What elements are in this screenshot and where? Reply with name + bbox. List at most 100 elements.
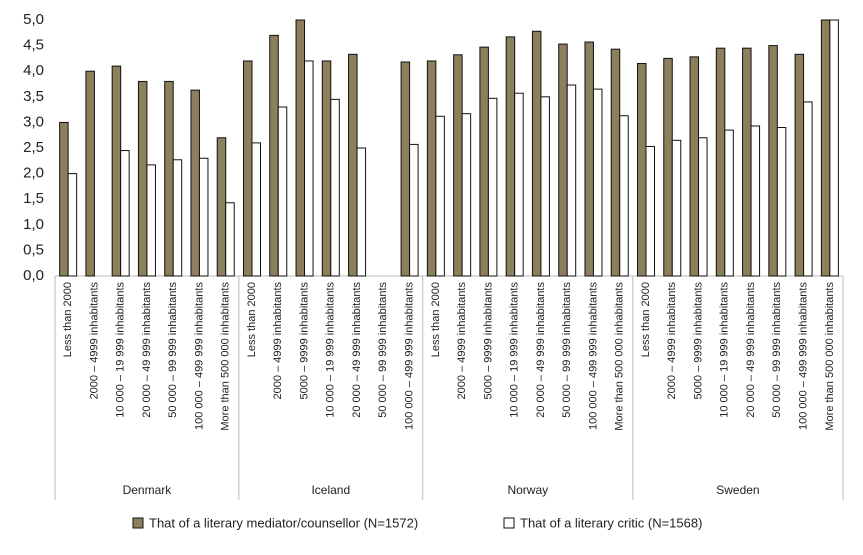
bar [724, 129, 734, 277]
bar [479, 46, 489, 277]
bar [453, 54, 463, 277]
legend-swatch [132, 517, 144, 529]
y-tick-label: 3,0 [23, 113, 44, 130]
x-tick-label: 5000 – 9999 inhabitants [298, 282, 310, 400]
group-label: Norway [507, 483, 548, 497]
bar [356, 147, 367, 277]
y-tick-label: 0,0 [23, 267, 44, 284]
legend-label: That of a literary critic (N=1568) [520, 515, 702, 530]
y-tick-label: 0,5 [23, 241, 44, 258]
bar [409, 143, 419, 277]
bar [304, 60, 314, 277]
bar [277, 106, 288, 277]
y-tick-label: 2,5 [23, 139, 44, 156]
bar [164, 80, 174, 277]
bar [225, 202, 235, 277]
bar [137, 80, 148, 277]
x-tick-label: 10 000 – 19 999 inhabitants [115, 282, 127, 418]
x-tick-label: 50 000 – 99 999 inhabitants [377, 282, 389, 418]
x-tick-label: 5000 – 9999 inhabitants [692, 282, 704, 400]
bar [243, 60, 253, 277]
bar [637, 63, 647, 277]
bar [400, 61, 411, 277]
x-tick-label: 10 000 – 19 999 inhabitants [719, 282, 731, 418]
x-tick-label: Less than 2000 [430, 282, 442, 357]
bar [540, 96, 550, 277]
x-tick-label: 100 000 – 499 999 inhabitants [193, 282, 205, 431]
bar [803, 101, 813, 277]
group-label: Denmark [123, 483, 173, 497]
bar [820, 19, 831, 277]
y-tick-label: 1,0 [23, 216, 44, 233]
bar [689, 56, 700, 277]
group-label: Sweden [716, 483, 759, 497]
x-tick-label: 5000 – 9999 inhabitants [482, 282, 494, 400]
x-tick-label: 100 000 – 499 999 inhabitants [404, 282, 416, 431]
bar [514, 92, 524, 277]
bar [321, 60, 332, 277]
bar [85, 70, 95, 277]
x-tick-label: 2000 – 4999 inhabitants [666, 282, 678, 400]
x-tick-label: Less than 2000 [62, 282, 74, 357]
legend-label: That of a literary mediator/counsellor (… [149, 515, 418, 530]
bar [67, 173, 78, 277]
bar [698, 137, 708, 277]
bar [531, 30, 542, 277]
x-tick-label: 2000 – 4999 inhabitants [272, 282, 284, 400]
bar [592, 88, 603, 277]
y-tick-label: 5,0 [23, 11, 44, 28]
x-tick-label: 100 000 – 499 999 inhabitants [798, 282, 810, 431]
x-tick-label: 20 000 – 49 999 inhabitants [745, 282, 757, 418]
bar [566, 84, 577, 277]
bar [330, 98, 340, 277]
bar [461, 113, 472, 277]
x-tick-label: More than 500 000 inhabitants [220, 282, 232, 431]
bar [794, 53, 805, 277]
bar [610, 48, 621, 277]
y-tick-label: 4,5 [23, 37, 44, 54]
x-tick-label: 50 000 – 99 999 inhabitants [167, 282, 179, 418]
bar [426, 60, 437, 277]
bar [671, 139, 682, 277]
x-tick-label: 2000 – 4999 inhabitants [88, 282, 100, 400]
y-tick-label: 2,0 [23, 165, 44, 182]
x-tick-label: 20 000 – 49 999 inhabitants [351, 282, 363, 418]
bar [505, 36, 516, 277]
bar [111, 65, 122, 277]
bar [216, 137, 227, 277]
bar [146, 164, 156, 277]
bar [619, 115, 629, 277]
bar [172, 159, 183, 277]
bar [584, 41, 594, 277]
bar [348, 53, 358, 277]
x-tick-label: 50 000 – 99 999 inhabitants [771, 282, 783, 418]
x-tick-label: 20 000 – 49 999 inhabitants [141, 282, 153, 418]
y-tick-label: 3,5 [23, 88, 44, 105]
bar [829, 19, 839, 277]
legend-swatch [503, 517, 515, 529]
y-tick-label: 4,0 [23, 62, 44, 79]
bar [750, 125, 761, 277]
group-label: Iceland [311, 483, 350, 497]
x-tick-label: 20 000 – 49 999 inhabitants [535, 282, 547, 418]
bar [715, 47, 726, 277]
bar [295, 19, 306, 277]
x-tick-label: Less than 2000 [246, 282, 258, 357]
x-tick-label: 10 000 – 19 999 inhabitants [509, 282, 521, 418]
bar [645, 145, 655, 277]
bar [663, 57, 673, 277]
x-tick-label: More than 500 000 inhabitants [824, 282, 836, 431]
x-tick-label: 2000 – 4999 inhabitants [456, 282, 468, 400]
bar [120, 150, 130, 277]
x-tick-label: 100 000 – 499 999 inhabitants [587, 282, 599, 431]
bar [198, 157, 209, 277]
bar [251, 142, 261, 277]
bar [59, 121, 69, 277]
bar [269, 34, 279, 277]
bar [435, 115, 445, 277]
bar [768, 45, 778, 277]
x-tick-label: 50 000 – 99 999 inhabitants [561, 282, 573, 418]
bar [558, 43, 568, 277]
x-tick-label: Less than 2000 [640, 282, 652, 357]
